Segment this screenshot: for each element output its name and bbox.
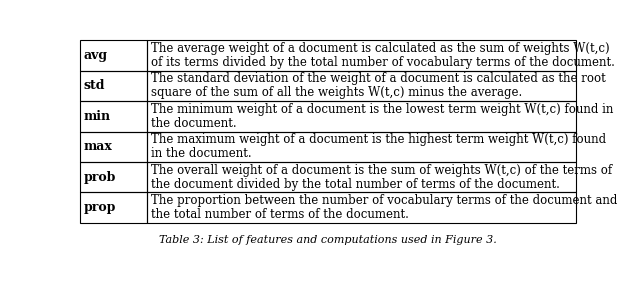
Text: prop: prop: [84, 201, 116, 214]
Text: the document divided by the total number of terms of the document.: the document divided by the total number…: [151, 178, 560, 191]
Text: the total number of terms of the document.: the total number of terms of the documen…: [151, 208, 409, 221]
Text: The overall weight of a document is the sum of weights W(t,c) of the terms of: The overall weight of a document is the …: [151, 164, 612, 177]
Text: The standard deviation of the weight of a document is calculated as the root: The standard deviation of the weight of …: [151, 72, 605, 85]
Text: max: max: [84, 140, 113, 153]
Text: min: min: [84, 110, 111, 123]
Text: The average weight of a document is calculated as the sum of weights W(t,c): The average weight of a document is calc…: [151, 42, 609, 55]
Text: The proportion between the number of vocabulary terms of the document and: The proportion between the number of voc…: [151, 194, 618, 207]
Text: The maximum weight of a document is the highest term weight W(t,c) found: The maximum weight of a document is the …: [151, 133, 606, 146]
Text: of its terms divided by the total number of vocabulary terms of the document.: of its terms divided by the total number…: [151, 56, 615, 69]
Text: The minimum weight of a document is the lowest term weight W(t,c) found in: The minimum weight of a document is the …: [151, 103, 613, 116]
Text: Table 3: List of features and computations used in Figure 3.: Table 3: List of features and computatio…: [159, 235, 497, 245]
Text: in the document.: in the document.: [151, 147, 252, 160]
Text: prob: prob: [84, 171, 116, 184]
Text: square of the sum of all the weights W(t,c) minus the average.: square of the sum of all the weights W(t…: [151, 87, 522, 100]
Text: avg: avg: [84, 49, 108, 62]
Text: the document.: the document.: [151, 117, 237, 130]
Text: std: std: [84, 80, 106, 92]
